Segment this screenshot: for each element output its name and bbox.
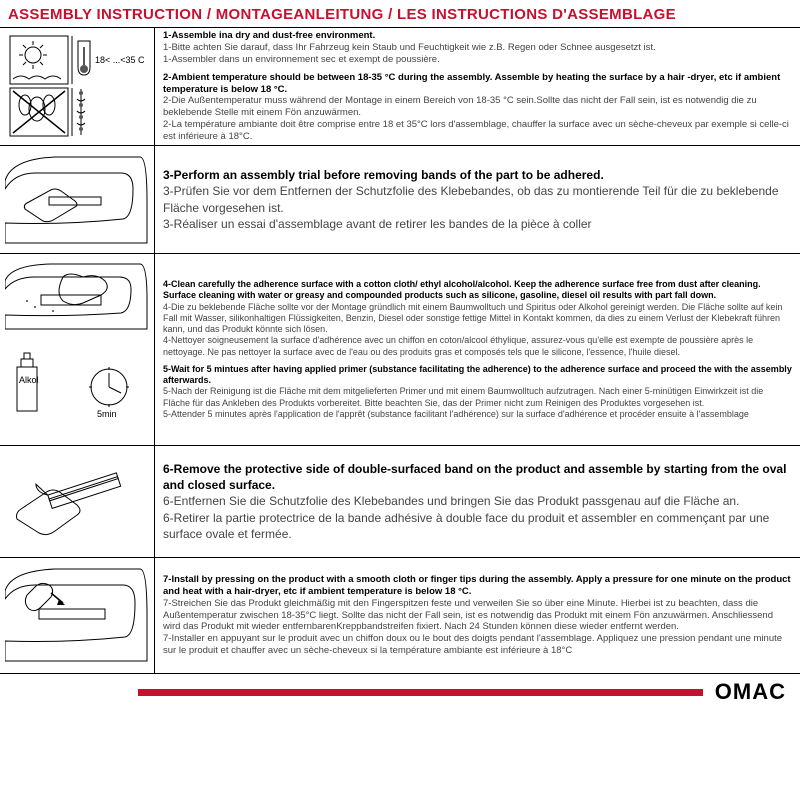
- illustration-environment: 18< ...<35 C: [0, 28, 155, 145]
- bottle-label: Alkol: [19, 375, 39, 385]
- illustration-clean-prime: Alkol 5min: [0, 254, 155, 445]
- step-4-de: 4-Die zu beklebende Fläche sollte vor de…: [163, 302, 782, 335]
- header: ASSEMBLY INSTRUCTION / MONTAGEANLEITUNG …: [0, 0, 800, 28]
- step-1-de: 1-Bitte achten Sie darauf, dass Ihr Fahr…: [163, 42, 656, 53]
- temp-label: 18< ...<35 C: [95, 55, 145, 65]
- step-4-fr: 4-Nettoyer soigneusement la surface d'ad…: [163, 335, 753, 356]
- timer-label: 5min: [97, 409, 117, 419]
- step-5: 5-Wait for 5 mintues after having applie…: [163, 364, 792, 420]
- step-7-fr: 7-Installer en appuyant sur le produit a…: [163, 633, 782, 656]
- page-title: ASSEMBLY INSTRUCTION / MONTAGEANLEITUNG …: [8, 6, 792, 23]
- step-2-en: 2-Ambient temperature should be between …: [163, 72, 780, 95]
- brand-logo: OMAC: [715, 679, 786, 705]
- step-2: 2-Ambient temperature should be between …: [163, 72, 792, 143]
- row-4: 6-Remove the protective side of double-s…: [0, 446, 800, 558]
- text-step-6: 6-Remove the protective side of double-s…: [155, 446, 800, 557]
- text-step-3: 3-Perform an assembly trial before remov…: [155, 146, 800, 253]
- step-5-fr: 5-Attender 5 minutes après l'application…: [163, 409, 749, 419]
- row-3: Alkol 5min 4-Clean carefully the adheren…: [0, 254, 800, 446]
- row-1: 18< ...<35 C 1-Assemble ina dry and dust…: [0, 28, 800, 146]
- step-2-fr: 2-La température ambiante doit être comp…: [163, 119, 789, 142]
- text-steps-4-5: 4-Clean carefully the adherence surface …: [155, 254, 800, 445]
- step-1-en: 1-Assemble ina dry and dust-free environ…: [163, 30, 375, 41]
- step-6: 6-Remove the protective side of double-s…: [163, 461, 792, 542]
- step-3-de: 3-Prüfen Sie vor dem Entfernen der Schut…: [163, 184, 779, 214]
- step-4: 4-Clean carefully the adherence surface …: [163, 279, 792, 358]
- step-1-fr: 1-Assembler dans un environnement sec et…: [163, 54, 440, 65]
- text-steps-1-2: 1-Assemble ina dry and dust-free environ…: [155, 28, 800, 145]
- step-5-de: 5-Nach der Reinigung ist die Fläche mit …: [163, 386, 763, 407]
- footer-accent-bar: [138, 689, 703, 696]
- illustration-trial: [0, 146, 155, 253]
- illustration-remove-band: [0, 446, 155, 557]
- row-5: 7-Install by pressing on the product wit…: [0, 558, 800, 674]
- step-3: 3-Perform an assembly trial before remov…: [163, 167, 792, 232]
- step-7: 7-Install by pressing on the product wit…: [163, 574, 792, 657]
- step-1: 1-Assemble ina dry and dust-free environ…: [163, 30, 792, 66]
- step-7-de: 7-Streichen Sie das Produkt gleichmäßig …: [163, 598, 773, 633]
- step-5-en: 5-Wait for 5 mintues after having applie…: [163, 364, 792, 385]
- step-6-de: 6-Entfernen Sie die Schutzfolie des Kleb…: [163, 494, 739, 508]
- step-3-en: 3-Perform an assembly trial before remov…: [163, 168, 604, 182]
- footer: OMAC: [0, 674, 800, 710]
- step-3-fr: 3-Réaliser un essai d'assemblage avant d…: [163, 217, 592, 231]
- step-2-de: 2-Die Außentemperatur muss während der M…: [163, 95, 757, 118]
- text-step-7: 7-Install by pressing on the product wit…: [155, 558, 800, 673]
- step-6-fr: 6-Retirer la partie protectrice de la ba…: [163, 511, 769, 541]
- step-4-en: 4-Clean carefully the adherence surface …: [163, 279, 761, 300]
- step-7-en: 7-Install by pressing on the product wit…: [163, 574, 791, 597]
- illustration-press: [0, 558, 155, 673]
- step-6-en: 6-Remove the protective side of double-s…: [163, 462, 786, 492]
- row-2: 3-Perform an assembly trial before remov…: [0, 146, 800, 254]
